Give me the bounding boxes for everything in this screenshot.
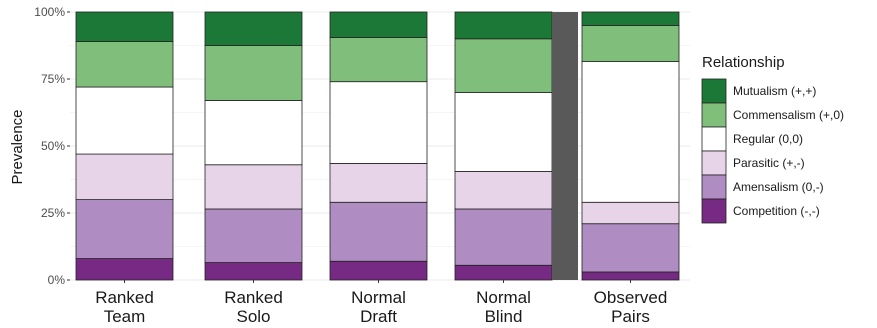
y-tick-label: 100% — [34, 5, 65, 19]
y-axis-label: Prevalence — [9, 109, 26, 184]
legend-label: Mutualism (+,+) — [733, 84, 816, 98]
x-axis: Ranked Team Ranked Solo Normal Draft Normal Bli… — [95, 280, 667, 326]
bar-segment — [75, 41, 174, 88]
bar-segment — [454, 171, 553, 210]
bar-segment — [454, 11, 553, 40]
bar-segment — [454, 92, 553, 172]
y-tick-label: 75% — [41, 72, 65, 86]
legend-swatch — [701, 198, 727, 224]
y-tick-label: 25% — [41, 206, 65, 220]
bar-stack-2 — [329, 11, 428, 281]
bar-segment — [581, 61, 680, 203]
legend-swatch — [701, 126, 727, 152]
legend-swatch — [701, 174, 727, 200]
bar-stack-0 — [75, 11, 174, 281]
bars — [75, 11, 680, 281]
bar-segment — [581, 11, 680, 26]
y-tick-label: 0% — [48, 273, 66, 287]
x-tick-label: Ranked Solo — [224, 288, 283, 326]
bar-segment — [75, 258, 174, 281]
separator-bar — [552, 12, 578, 280]
bar-segment — [75, 199, 174, 259]
bar-segment — [454, 208, 553, 266]
bar-segment — [204, 208, 303, 263]
bar-segment — [329, 11, 428, 38]
separator — [552, 12, 578, 280]
bar-segment — [581, 223, 680, 273]
legend-swatch — [701, 102, 727, 128]
y-axis: 0% 25% 50% 75% 100% — [34, 5, 70, 287]
legend-title: Relationship — [702, 54, 785, 71]
bar-segment — [204, 45, 303, 101]
bar-segment — [454, 38, 553, 93]
y-tick-label: 50% — [41, 139, 65, 153]
bar-segment — [75, 11, 174, 42]
legend: Relationship Mutualism (+,+) Commensalism… — [701, 54, 844, 224]
legend-swatch — [701, 78, 727, 104]
x-tick-label: Normal Draft — [351, 288, 406, 326]
x-tick-label: Ranked Team — [95, 288, 154, 326]
bar-segment — [329, 81, 428, 164]
bar-segment — [329, 163, 428, 203]
x-tick-label: Normal Blind — [476, 288, 531, 326]
bar-segment — [454, 264, 553, 281]
legend-label: Competition (-,-) — [733, 204, 820, 218]
legend-label: Regular (0,0) — [733, 132, 803, 146]
legend-label: Commensalism (+,0) — [733, 108, 844, 122]
bar-segment — [204, 164, 303, 210]
bar-stack-1 — [204, 11, 303, 281]
legend-label: Parasitic (+,-) — [733, 156, 805, 170]
bar-segment — [581, 271, 680, 281]
legend-label: Amensalism (0,-) — [733, 180, 824, 194]
bar-segment — [329, 201, 428, 262]
bar-segment — [329, 260, 428, 281]
bar-stack-4 — [581, 11, 680, 281]
bar-stack-3 — [454, 11, 553, 281]
bar-segment — [204, 262, 303, 281]
bar-segment — [75, 86, 174, 155]
x-tick-label: Observed Pairs — [594, 288, 668, 326]
bar-segment — [581, 201, 680, 225]
bar-segment — [204, 11, 303, 46]
bar-segment — [581, 24, 680, 62]
legend-swatch — [701, 150, 727, 176]
bar-segment — [329, 37, 428, 83]
bar-segment — [204, 100, 303, 166]
bar-segment — [75, 153, 174, 200]
